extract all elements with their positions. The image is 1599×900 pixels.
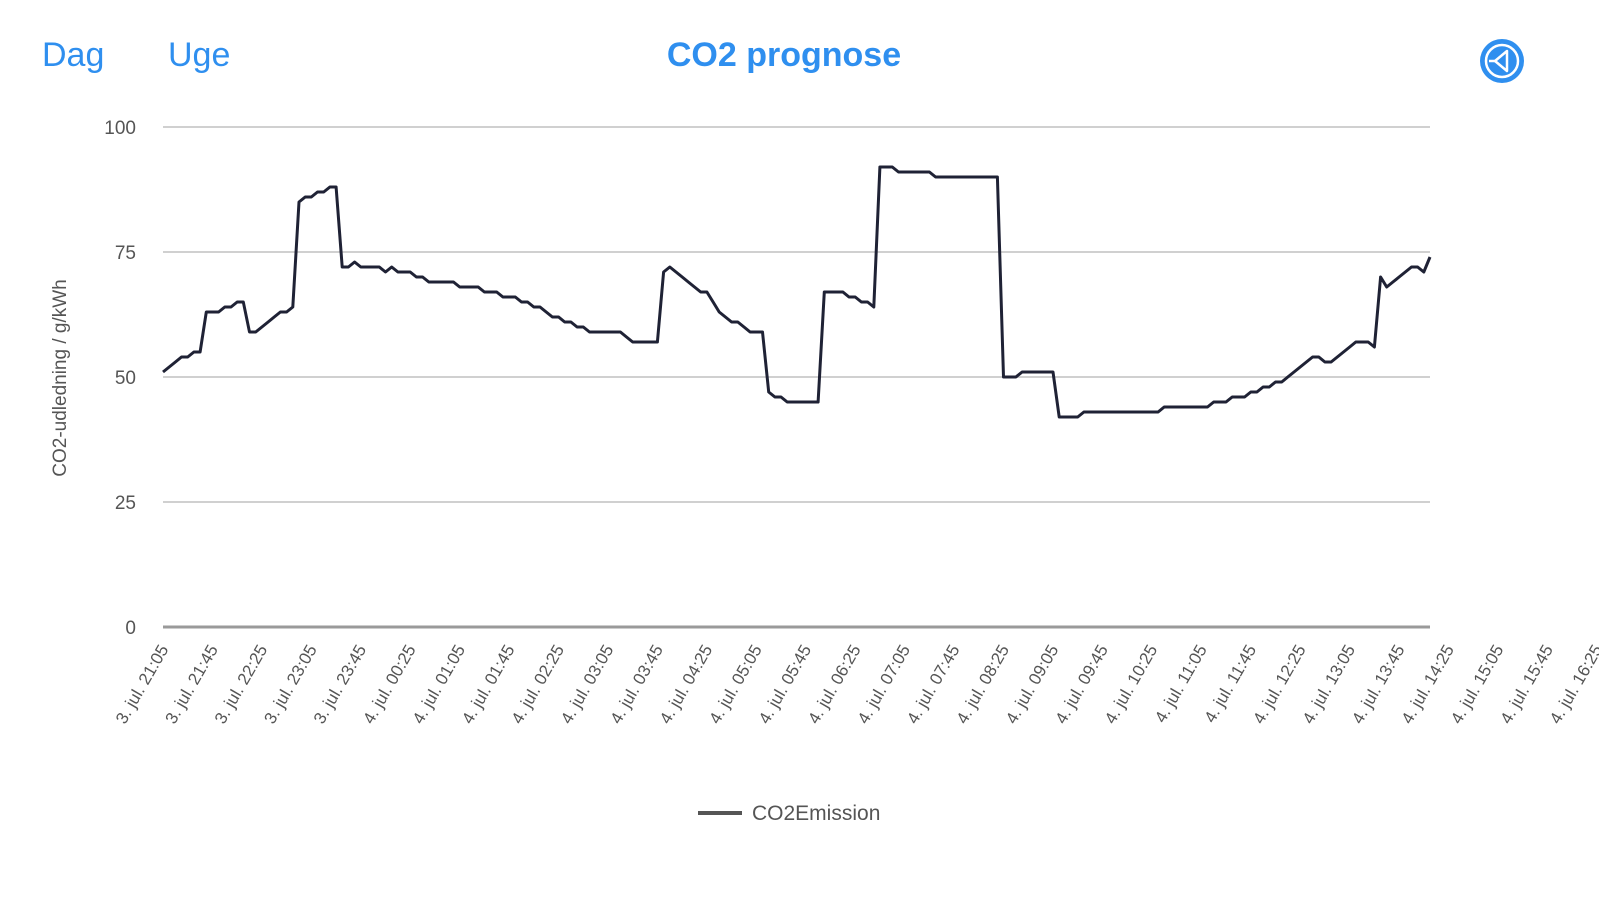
y-tick-label: 100 [104,118,136,139]
speaker-back-button[interactable] [1478,37,1526,85]
chart-gridlines [163,126,1430,629]
y-tick-label: 75 [115,243,136,264]
week-tab-button[interactable]: Uge [168,36,231,74]
y-tick-label: 25 [115,493,136,514]
y-tick-label: 0 [125,618,136,639]
y-axis-title: CO2-udledning / g/kWh [50,279,71,477]
speaker-back-icon [1480,39,1524,83]
y-tick-label: 50 [115,368,136,389]
series-line-co2emission [162,165,1432,419]
legend-label-co2emission: CO2Emission [752,802,880,825]
top-bar: Dag Uge CO2 prognose [0,0,1599,110]
x-axis-ticks: 3. jul. 21:053. jul. 21:453. jul. 22:253… [112,642,1599,728]
day-tab-button[interactable]: Dag [42,36,105,74]
chart-legend: CO2Emission [698,802,880,825]
y-axis-ticks: 0 25 50 75 100 [104,118,136,639]
page-title: CO2 prognose [666,36,902,74]
